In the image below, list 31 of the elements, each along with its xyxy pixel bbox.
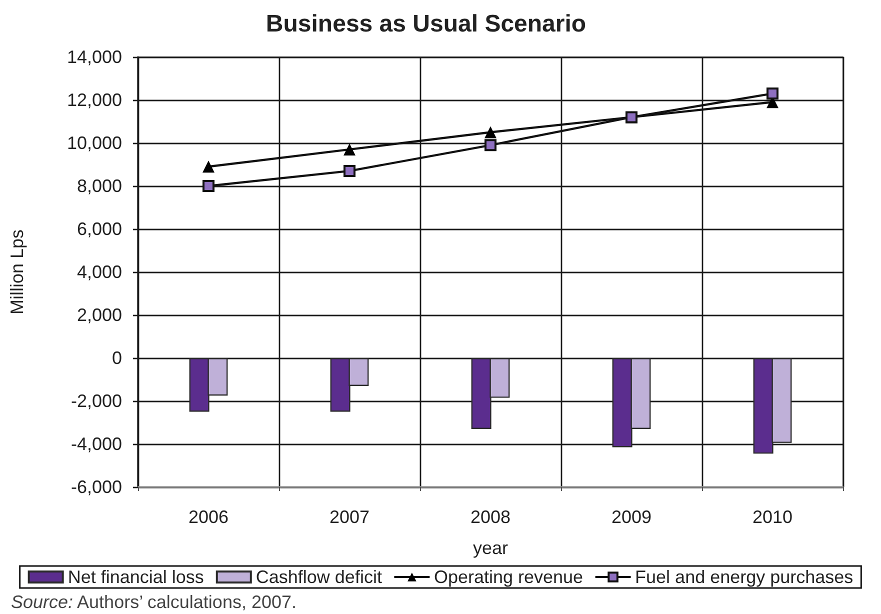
- chart-title: Business as Usual Scenario: [266, 10, 586, 38]
- point: [202, 180, 214, 192]
- legend-label: Net financial loss: [68, 567, 204, 587]
- x-tick-label: 2010: [752, 507, 793, 527]
- y-tick-label: 8,000: [76, 176, 122, 196]
- y-tick-label: -6,000: [70, 477, 122, 497]
- y-axis-title: Million Lps: [7, 229, 27, 315]
- y-tick-label: 4,000: [76, 262, 122, 282]
- y-tick-label: 2,000: [76, 305, 122, 325]
- x-tick-label: 2008: [470, 507, 511, 527]
- y-tick-label: 10,000: [66, 133, 122, 153]
- x-tick-label: 2006: [188, 507, 229, 527]
- x-tick-label: 2009: [611, 507, 652, 527]
- y-tick-label: 0: [112, 348, 122, 368]
- point: [344, 143, 356, 156]
- y-tick-label: 14,000: [66, 47, 122, 67]
- legend-label: Fuel and energy purchases: [635, 567, 854, 587]
- y-tick-label: -2,000: [70, 391, 122, 411]
- y-tick-label: 6,000: [76, 219, 122, 239]
- point: [484, 139, 496, 152]
- point: [766, 88, 778, 100]
- source-note: Source: Authors’ calculations, 2007.: [11, 592, 297, 612]
- y-tick-label: 12,000: [66, 90, 122, 110]
- legend-label: Cashflow deficit: [256, 567, 382, 587]
- point: [344, 164, 356, 177]
- x-tick-label: 2007: [329, 507, 370, 527]
- legend-label: Operating revenue: [434, 567, 584, 587]
- point: [202, 160, 214, 173]
- point: [484, 126, 496, 138]
- y-tick-label: -4,000: [70, 434, 122, 454]
- x-axis-title: year: [472, 538, 508, 558]
